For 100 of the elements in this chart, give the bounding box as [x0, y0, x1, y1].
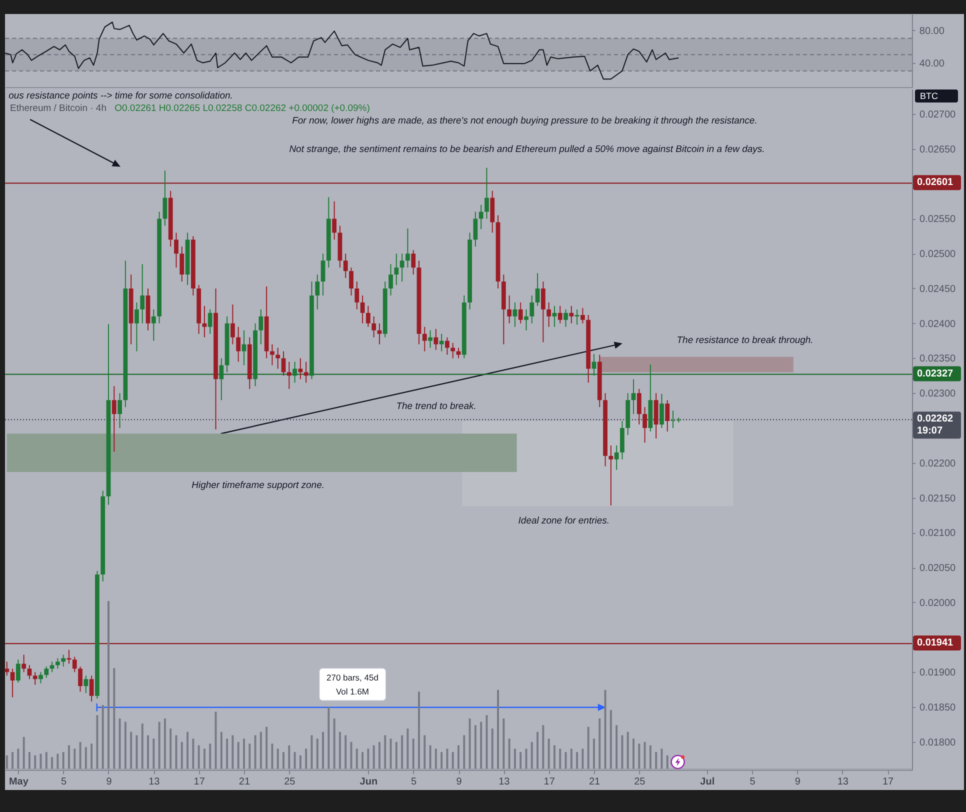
candlestick — [230, 304, 235, 344]
x-tick-label: 9 — [456, 776, 462, 787]
y-tick-label: 0.02300 — [920, 388, 956, 400]
y-tick-label: 80.00 — [919, 26, 945, 38]
x-tick-label: 5 — [750, 776, 756, 787]
x-tick-label: 17 — [882, 776, 894, 787]
y-tick-label: 0.02200 — [920, 458, 956, 469]
candlestick — [518, 302, 523, 324]
candlestick — [366, 305, 370, 327]
candlestick — [219, 357, 224, 400]
x-tick-label: 21 — [238, 776, 250, 787]
candlestick — [434, 328, 438, 350]
candlestick — [286, 360, 292, 390]
x-tick-label: Jul — [700, 776, 715, 787]
ref-line-label: 0.02327 — [917, 368, 954, 379]
candlestick — [608, 444, 614, 506]
annotation: Not strange, the sentiment remains to be bearish and Ethereum pulled a 50% move against Bitcoin in a few days. — [289, 144, 765, 155]
candlestick — [258, 308, 264, 344]
candlestick — [10, 668, 15, 698]
candlestick — [72, 656, 77, 672]
candlestick — [360, 294, 365, 324]
candlestick — [151, 308, 156, 341]
candlestick — [665, 399, 670, 432]
annotation: 270 bars, 45d — [326, 672, 379, 682]
candlestick — [66, 648, 72, 664]
candlestick — [281, 350, 286, 376]
candlestick — [27, 664, 32, 680]
candlestick — [55, 657, 60, 669]
candlestick — [292, 360, 297, 383]
candlestick — [530, 294, 534, 324]
y-tick-label: 0.02550 — [920, 214, 956, 225]
candlestick — [134, 302, 139, 352]
y-tick-label: 0.01850 — [920, 702, 956, 714]
text: O0.02261 H0.02265 L0.02258 C0.02262 +0.00002 (+0.09%) — [114, 102, 370, 114]
candlestick — [32, 671, 38, 685]
candlestick — [660, 392, 664, 428]
candlestick — [89, 674, 94, 702]
y-tick-label: 0.02650 — [920, 144, 956, 156]
x-tick-label: 25 — [634, 776, 646, 787]
candlestick — [304, 360, 308, 383]
x-tick-label: 13 — [498, 776, 510, 787]
candlestick — [636, 388, 642, 425]
x-tick-label: 5 — [411, 776, 418, 787]
y-tick-label: 0.02500 — [920, 248, 956, 260]
candlestick — [450, 342, 456, 358]
x-tick-label: 5 — [61, 776, 68, 787]
candlestick — [202, 305, 207, 338]
candlestick — [507, 294, 512, 324]
y-tick-label: 40.00 — [919, 58, 945, 70]
y-tick-label: 0.02050 — [920, 562, 956, 574]
candlestick — [242, 329, 246, 366]
candlestick — [315, 274, 320, 310]
candlestick — [569, 305, 574, 324]
x-tick-label: 17 — [544, 776, 556, 787]
x-tick-label: 9 — [106, 776, 112, 787]
candlestick — [445, 336, 450, 355]
y-tick-label: 0.01800 — [920, 736, 956, 748]
annotation: The resistance to break through. — [676, 334, 814, 346]
y-tick-label: 0.02000 — [920, 597, 956, 608]
candlestick — [16, 658, 20, 683]
candlestick — [180, 246, 184, 282]
candlestick — [439, 332, 444, 352]
y-axis-title: BTC — [920, 90, 938, 101]
annotation: The trend to break. — [396, 400, 476, 412]
x-tick-label: 13 — [148, 776, 160, 787]
candlestick — [38, 671, 43, 684]
candlestick — [574, 308, 580, 325]
candlestick — [349, 266, 354, 296]
candlestick — [84, 674, 88, 694]
candlestick — [354, 280, 360, 310]
candlestick — [112, 385, 116, 452]
y-tick-label: 0.02150 — [920, 492, 956, 504]
annotation: ous resistance points --> time for some consolidation. — [8, 90, 233, 102]
candlestick — [535, 272, 540, 306]
candlestick — [343, 252, 348, 278]
candlestick — [614, 444, 619, 470]
candlestick — [405, 228, 410, 268]
candlestick — [78, 666, 82, 692]
x-tick-label: 17 — [194, 776, 206, 787]
candlestick — [478, 204, 484, 230]
x-tick-label: Jun — [360, 776, 378, 787]
x-tick-label: 21 — [588, 776, 600, 787]
candlestick — [377, 322, 382, 344]
candlestick — [332, 200, 337, 240]
candlestick — [320, 252, 326, 296]
candlestick — [44, 666, 49, 678]
candlestick — [456, 346, 461, 358]
candlestick — [428, 329, 432, 348]
candlestick — [208, 308, 212, 334]
candlestick — [546, 302, 552, 327]
candlestick — [592, 353, 596, 376]
y-tick-label: 0.02450 — [920, 284, 956, 295]
candlestick — [558, 305, 562, 324]
candlestick — [580, 307, 585, 324]
y-tick-label: 0.01900 — [920, 667, 956, 678]
candlestick — [22, 654, 26, 672]
candlestick — [540, 280, 546, 342]
candlestick — [422, 326, 427, 352]
x-tick-label: 9 — [794, 776, 801, 787]
candlestick — [642, 406, 647, 443]
